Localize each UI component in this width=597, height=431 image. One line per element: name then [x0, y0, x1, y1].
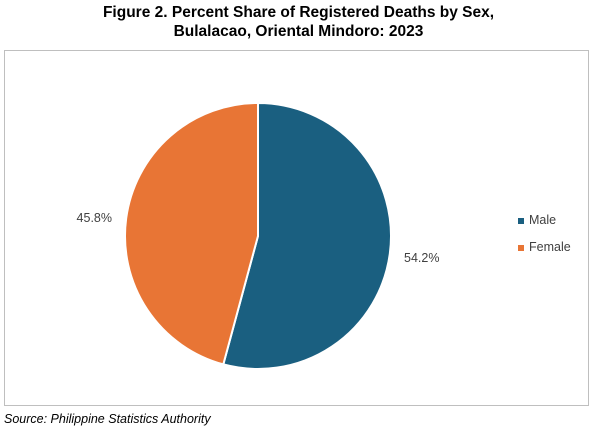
legend-swatch-female — [518, 245, 524, 251]
legend-label-female: Female — [529, 240, 571, 254]
legend-label-male: Male — [529, 213, 556, 227]
chart-title-line-2: Bulalacao, Oriental Mindoro: 2023 — [173, 23, 424, 40]
chart-title: Figure 2. Percent Share of Registered De… — [0, 3, 597, 41]
pie-data-labels: 54.2% 45.8% — [77, 211, 440, 265]
data-label-female: 45.8% — [77, 211, 112, 225]
chart-legend: Male Female — [518, 213, 571, 254]
chart-title-line-1: Figure 2. Percent Share of Registered De… — [102, 4, 495, 21]
legend-swatch-male — [518, 218, 524, 224]
pie-slice-female — [124, 101, 259, 366]
pie-slice-male — [222, 101, 392, 370]
data-label-male: 54.2% — [404, 251, 439, 265]
pie-slices — [124, 101, 392, 370]
source-note: Source: Philippine Statistics Authority — [4, 412, 211, 426]
